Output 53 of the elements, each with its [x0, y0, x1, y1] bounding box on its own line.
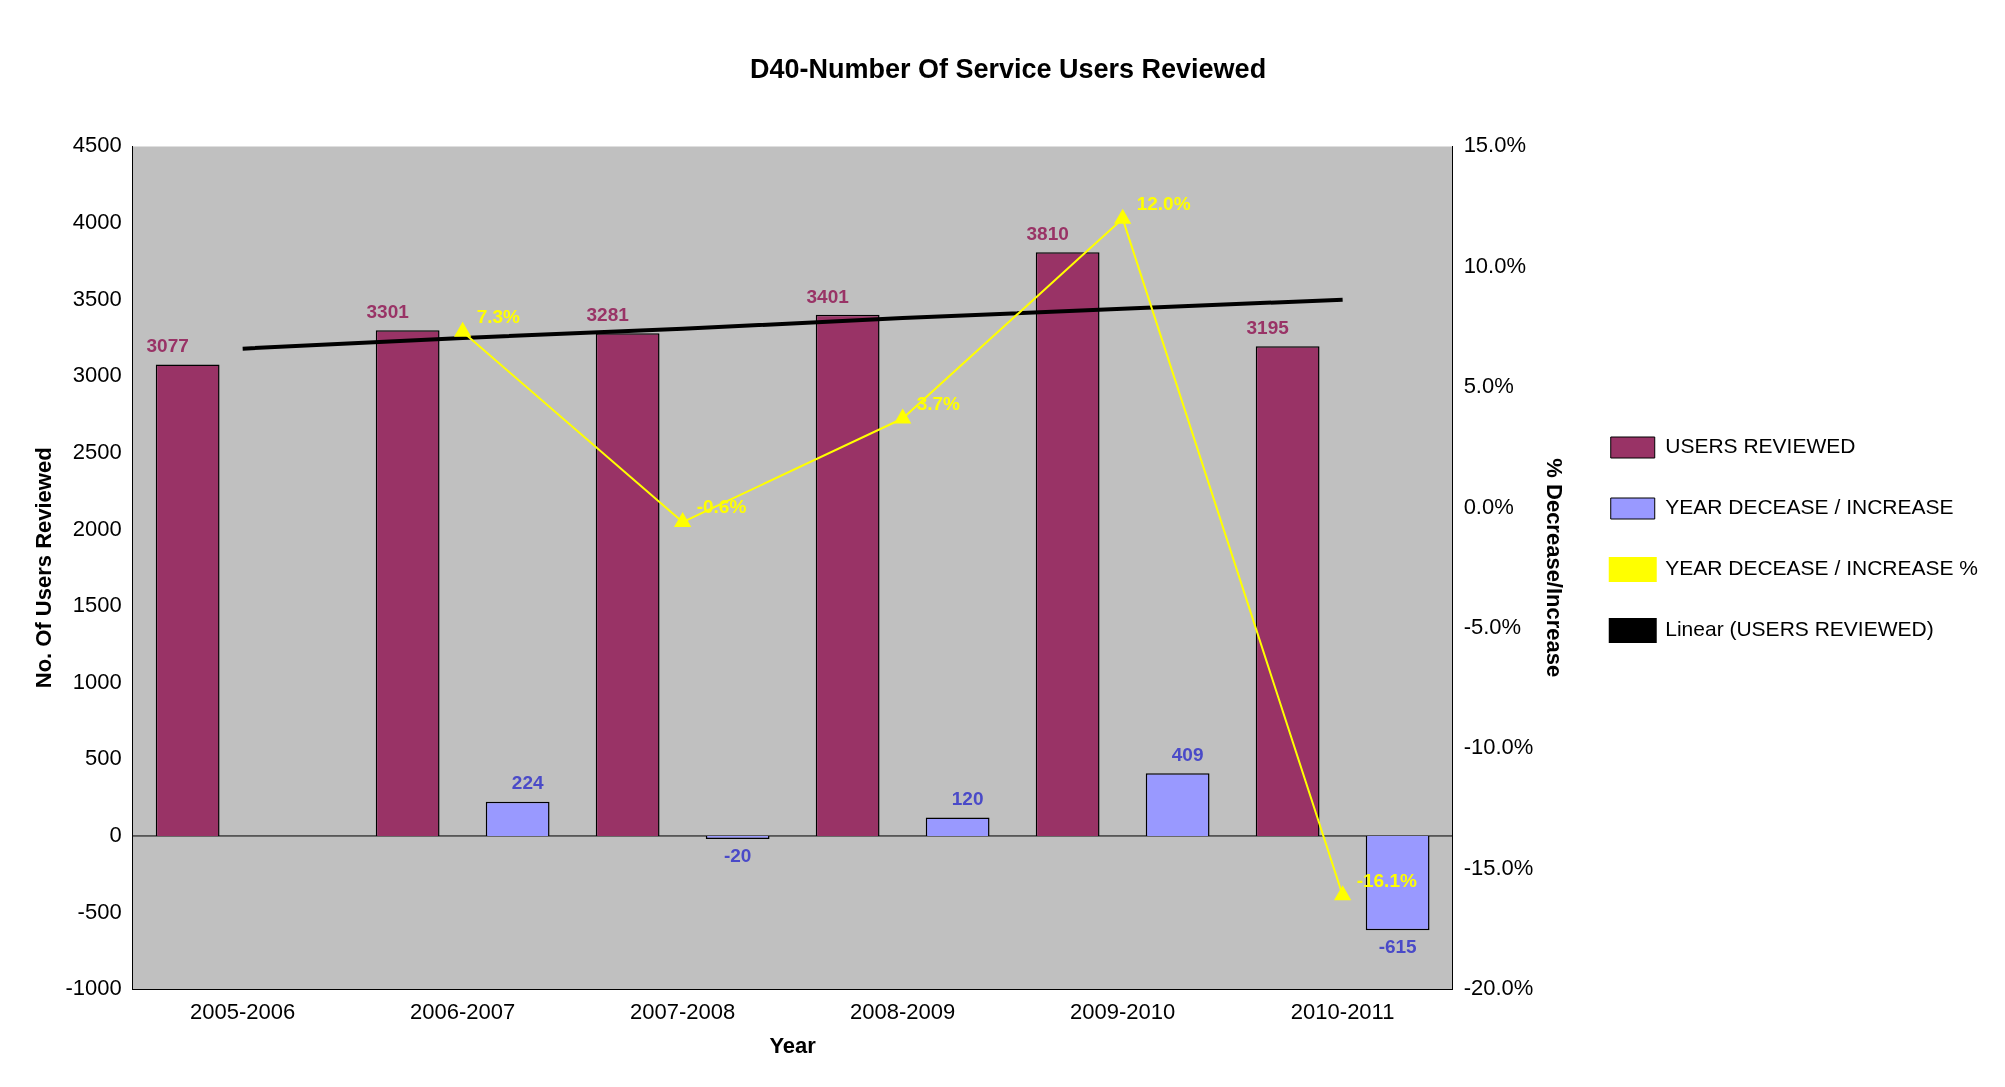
- y2-tick-label: -15.0%: [1463, 854, 1534, 880]
- point: [674, 513, 691, 528]
- data-label: -615: [1378, 935, 1418, 957]
- y-tick-label: 500: [84, 745, 122, 771]
- data-label: 3281: [586, 303, 630, 325]
- point: [1334, 886, 1351, 901]
- y2-tick-label: -20.0%: [1463, 975, 1534, 1001]
- data-label: 3301: [366, 300, 410, 322]
- point: [454, 322, 471, 337]
- point: [894, 409, 911, 424]
- y-tick-label: 1500: [72, 592, 122, 618]
- legend-label: YEAR DECEASE / INCREASE %: [1665, 556, 1979, 580]
- y2-tick-label: -10.0%: [1463, 734, 1534, 760]
- data-label: 120: [951, 788, 984, 810]
- legend-label: Linear (USERS REVIEWED): [1665, 617, 1934, 641]
- y-tick-label: -1000: [65, 975, 122, 1001]
- y2-tick-label: -5.0%: [1463, 614, 1522, 640]
- data-label: 3.7%: [916, 392, 961, 414]
- y-axis-title: No. Of Users Reviewed: [31, 447, 57, 689]
- chart-title: D40-Number Of Service Users Reviewed: [749, 53, 1267, 84]
- y2-tick-label: 5.0%: [1463, 373, 1514, 399]
- data-label: 409: [1171, 744, 1204, 766]
- y-tick-label: 3500: [72, 285, 122, 311]
- data-label: -20: [723, 844, 752, 866]
- y-tick-label: 3000: [72, 362, 122, 388]
- x-tick-label: 2008-2009: [850, 999, 956, 1025]
- point: [1114, 209, 1131, 224]
- y-tick-label: 1000: [72, 668, 122, 694]
- data-label: 3077: [146, 335, 189, 357]
- x-tick-label: 2005-2006: [190, 999, 296, 1025]
- data-label: 224: [511, 772, 544, 794]
- y2-axis-title: % Decrease/Increase: [1542, 458, 1568, 678]
- y2-tick-label: 15.0%: [1463, 132, 1527, 158]
- data-label: 3401: [806, 285, 850, 307]
- data-label: 7.3%: [476, 306, 521, 328]
- y-tick-label: 4000: [72, 209, 122, 235]
- y2-tick-label: 10.0%: [1463, 252, 1527, 278]
- y-tick-label: 0: [109, 822, 122, 848]
- x-tick-label: 2007-2008: [630, 999, 736, 1025]
- y2-tick-label: 0.0%: [1463, 493, 1514, 519]
- y-tick-label: 2500: [72, 438, 122, 464]
- x-tick-label: 2006-2007: [410, 999, 516, 1025]
- legend-label: YEAR DECEASE / INCREASE: [1665, 495, 1954, 519]
- legend-label: USERS REVIEWED: [1665, 434, 1856, 458]
- y-tick-label: 4500: [72, 132, 122, 158]
- x-axis-title: Year: [769, 1032, 817, 1058]
- y-tick-label: 2000: [72, 515, 122, 541]
- data-label: 12.0%: [1136, 192, 1191, 214]
- x-tick-label: 2009-2010: [1070, 999, 1176, 1025]
- data-label: 3810: [1026, 222, 1069, 244]
- y-tick-label: -500: [77, 898, 122, 924]
- data-label: 3195: [1246, 317, 1290, 339]
- x-tick-label: 2010-2011: [1290, 999, 1395, 1025]
